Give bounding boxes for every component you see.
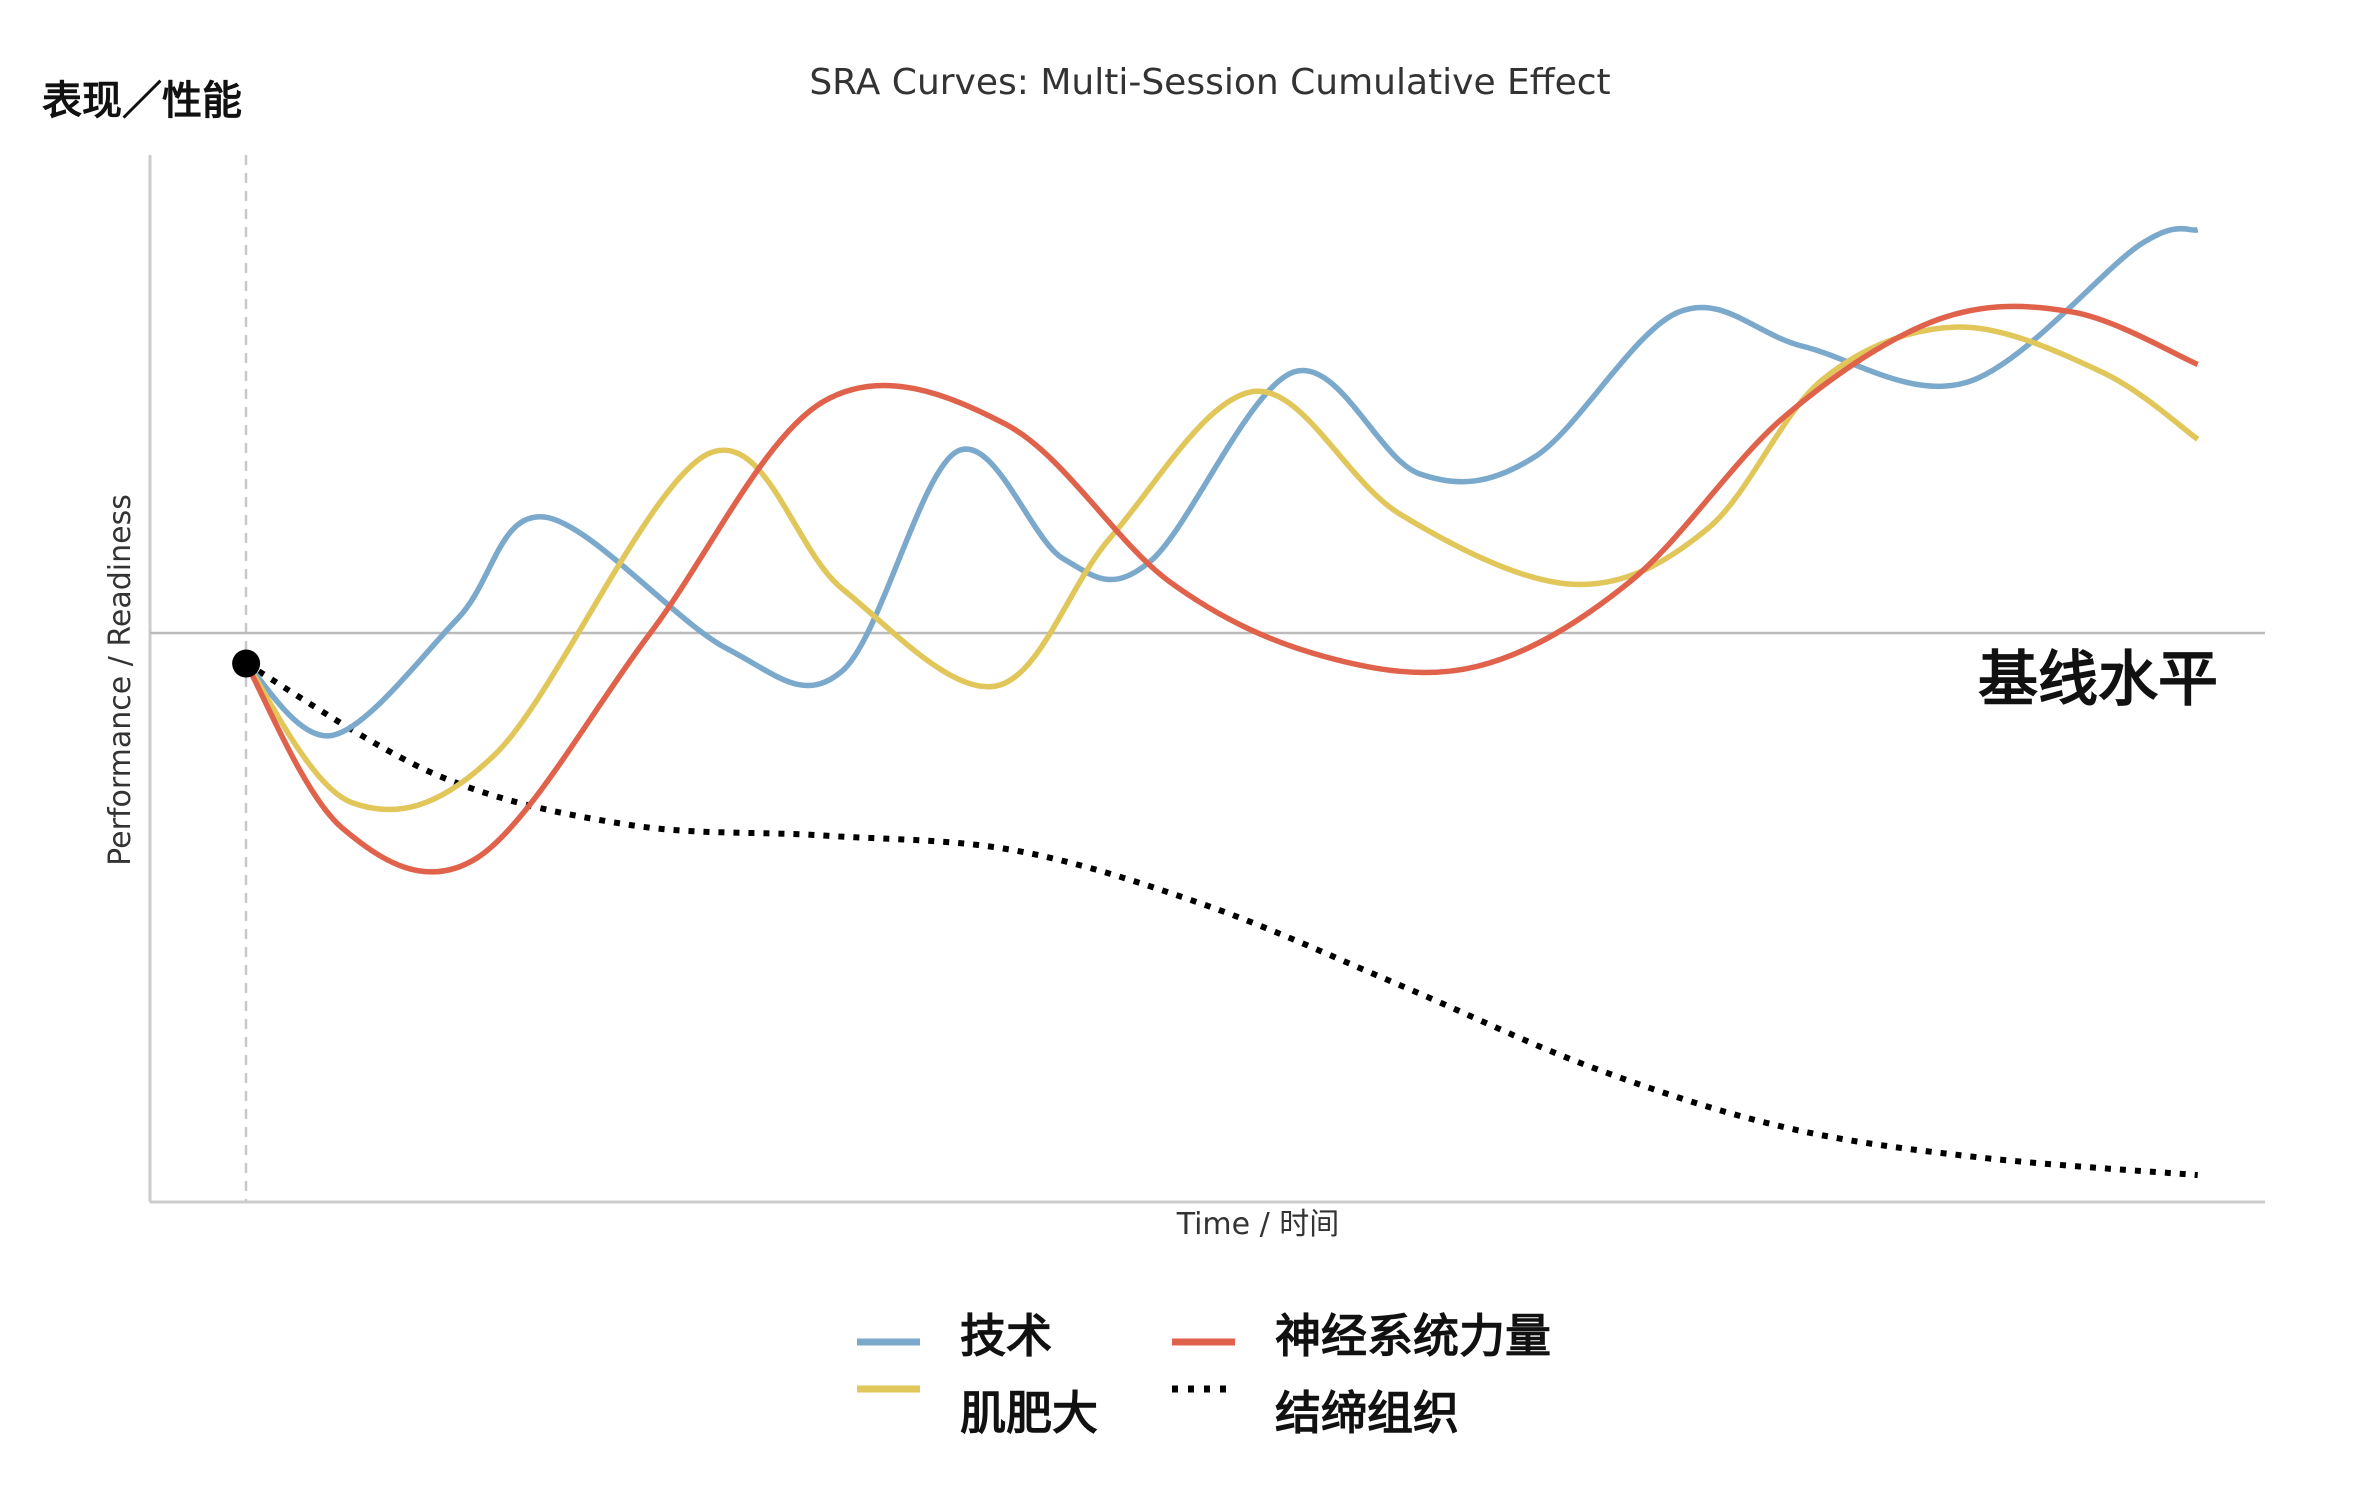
x-axis-label: Time / 时间 xyxy=(1176,1207,1340,1242)
baseline-label: 基线水平 xyxy=(1978,645,2218,715)
legend-label-neural: 神经系统力量 xyxy=(1275,1309,1551,1363)
legend-label-hypertrophy: 肌肥大 xyxy=(960,1386,1098,1440)
series-technique-line xyxy=(244,225,2199,739)
series-layer xyxy=(243,225,2200,1179)
y-axis-top-label: 表现／性能 xyxy=(42,78,242,124)
series-neural-strength-line xyxy=(243,303,2199,875)
start-point-marker xyxy=(232,649,261,678)
legend: 技术 肌肥大 神经系统力量 结缔组织 xyxy=(857,1309,1551,1440)
series-connective-tissue-line xyxy=(244,660,2198,1179)
legend-label-technique: 技术 xyxy=(960,1309,1052,1363)
legend-label-connective: 结缔组织 xyxy=(1275,1386,1459,1440)
y-axis-label: Performance / Readiness xyxy=(103,494,138,866)
series-hypertrophy-line xyxy=(243,324,2200,813)
chart-title: SRA Curves: Multi-Session Cumulative Eff… xyxy=(809,62,1610,103)
